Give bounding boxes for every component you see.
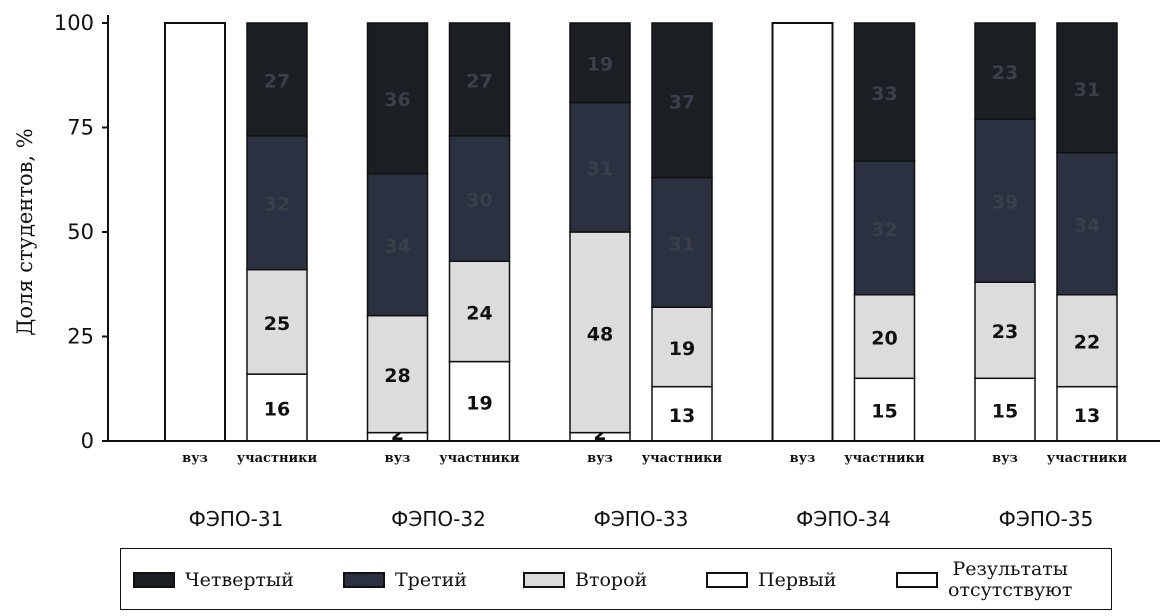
bar-value-label: 36 (384, 89, 410, 111)
group-label: ФЭПО-33 (594, 507, 689, 531)
bar-value-label: 32 (264, 194, 290, 216)
bar-value-label: 48 (587, 323, 613, 345)
bar-value-label: 32 (871, 219, 897, 241)
x-tick-label: вуз (790, 451, 816, 466)
bar-value-label: 31 (587, 158, 613, 180)
bar-segment-second (651, 306, 713, 388)
bar-segment-second (246, 268, 308, 375)
legend-item-first: Первый (706, 549, 836, 611)
y-axis-label: Доля студентов, % (13, 128, 37, 335)
x-tick-label: вуз (992, 451, 1018, 466)
bar-segment-fourth (651, 22, 713, 179)
bar-segment-first (246, 373, 308, 442)
legend-item-second: Второй (523, 549, 647, 611)
bar-segment-fourth (974, 22, 1036, 120)
bar-missing (771, 22, 834, 442)
bar-value-label: 31 (669, 233, 695, 255)
bar-segment-first (974, 377, 1036, 442)
y-tick-label: 75 (67, 116, 94, 140)
bar-value-label: 30 (466, 190, 492, 212)
legend-item-third: Третий (343, 549, 467, 611)
bar-value-label: 23 (992, 321, 1018, 343)
bar-value-label: 13 (1074, 405, 1100, 427)
y-tick-label: 25 (67, 325, 94, 349)
bar-segment-third (651, 176, 713, 308)
bar-value-label: 19 (587, 54, 613, 76)
bar-segment-third (853, 160, 916, 296)
bar-segment-second (569, 231, 631, 434)
legend-label-first: Первый (758, 568, 837, 591)
bar-value-label: 33 (871, 83, 897, 105)
bar-segment-fourth (1056, 22, 1118, 154)
bar-value-label: 25 (264, 313, 290, 335)
bar-value-label: 34 (384, 236, 410, 258)
x-tick-label: участники (237, 451, 318, 466)
bar-segment-fourth (853, 22, 916, 162)
bar-value-label: 20 (871, 328, 897, 350)
bar-value-label: 31 (1074, 79, 1100, 101)
legend-label-missing: Результаты отсутствуют (948, 558, 1073, 601)
bar-value-label: 28 (384, 365, 410, 387)
group-label: ФЭПО-34 (796, 507, 891, 531)
bar-segment-third (974, 118, 1036, 283)
bar-segment-second (1056, 293, 1118, 388)
legend-swatch-missing (896, 572, 938, 588)
bar-value-label: 16 (264, 399, 290, 421)
y-tick-label: 50 (67, 220, 94, 244)
legend-swatch-third (343, 572, 385, 588)
legend-label-third: Третий (395, 568, 467, 591)
bar-value-label: 13 (669, 405, 695, 427)
group-label: ФЭПО-35 (999, 507, 1094, 531)
bar-segment-fourth (366, 22, 429, 175)
bar-value-label: 19 (466, 392, 492, 414)
x-tick-label: вуз (182, 451, 208, 466)
bar-value-label: 37 (669, 91, 695, 113)
bar-segment-third (569, 101, 631, 233)
legend-label-fourth: Четвертый (185, 568, 294, 591)
y-tick-label: 100 (54, 11, 94, 35)
legend: Четвертый Третий Второй Первый Результат… (120, 548, 1112, 610)
bar-segment-third (1056, 151, 1118, 296)
bar-value-label: 27 (264, 70, 290, 92)
legend-label-second: Второй (575, 568, 648, 591)
bar-value-label: 39 (992, 192, 1018, 214)
bar-value-label: 15 (871, 401, 897, 423)
bar-value-label: 15 (992, 401, 1018, 423)
legend-swatch-fourth (133, 572, 175, 588)
x-tick-label: участники (844, 451, 925, 466)
bar-value-label: 22 (1074, 332, 1100, 354)
bar-segment-fourth (448, 22, 511, 137)
x-tick-label: участники (439, 451, 520, 466)
bar-value-label: 24 (466, 302, 492, 324)
x-tick-label: вуз (385, 451, 411, 466)
legend-item-fourth: Четвертый (133, 549, 294, 611)
bar-segment-third (448, 135, 511, 263)
group-label: ФЭПО-32 (391, 507, 486, 531)
bar-segment-second (974, 281, 1036, 380)
x-tick-label: участники (642, 451, 723, 466)
legend-item-missing: Результаты отсутствуют (896, 549, 1072, 611)
bar-value-label: 23 (992, 62, 1018, 84)
bar-value-label: 34 (1074, 215, 1100, 237)
bar-segment-fourth (246, 22, 308, 137)
legend-swatch-first (706, 572, 748, 588)
bar-segment-fourth (569, 22, 631, 104)
y-tick-label: 0 (81, 429, 94, 453)
bar-value-label: 19 (669, 338, 695, 360)
bar-segment-second (853, 293, 916, 380)
bar-missing (164, 22, 226, 442)
bar-value-label: 27 (466, 70, 492, 92)
group-label: ФЭПО-31 (189, 507, 284, 531)
x-tick-label: участники (1047, 451, 1128, 466)
legend-swatch-second (523, 572, 565, 588)
bar-segment-second (448, 260, 511, 363)
x-tick-label: вуз (587, 451, 613, 466)
